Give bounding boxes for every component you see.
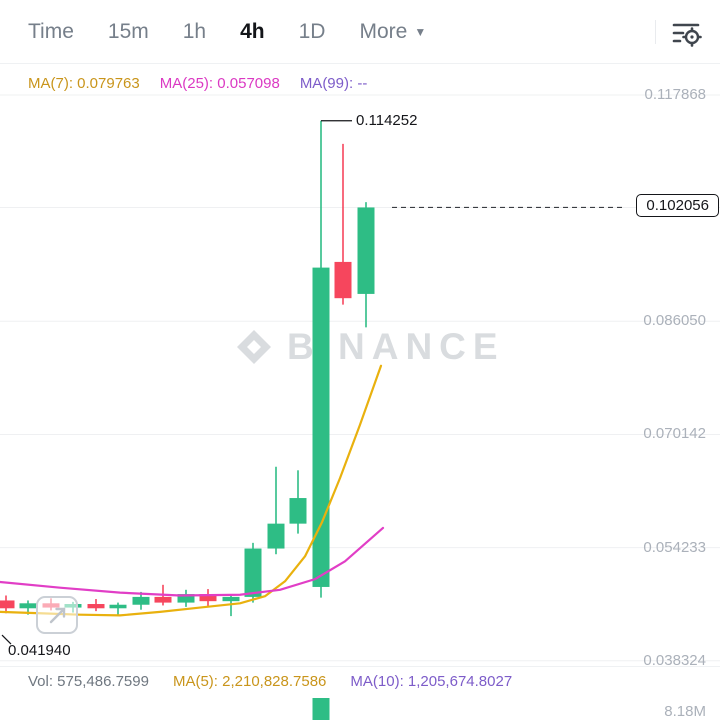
price-axis-label: 0.070142 bbox=[643, 425, 706, 443]
chevron-down-icon: ▼ bbox=[414, 24, 427, 39]
tab-1h[interactable]: 1h bbox=[182, 19, 207, 43]
tab-1d[interactable]: 1D bbox=[298, 19, 326, 43]
tab-4h[interactable]: 4h bbox=[240, 19, 265, 43]
binance-watermark: BINANCE bbox=[234, 326, 505, 368]
volume-ma5-value: MA(5): 2,210,828.7586 bbox=[172, 673, 327, 690]
last-price-label: 0.102056 bbox=[636, 194, 719, 218]
more-dropdown[interactable]: More ▼ bbox=[359, 20, 426, 44]
volume-axis-label: 8.18M bbox=[664, 703, 706, 720]
volume-indicator-row: Vol: 575,486.7599 MA(5): 2,210,828.7586 … bbox=[28, 673, 512, 690]
binance-logo-icon bbox=[234, 327, 274, 367]
ma7-value: MA(7): 0.079763 bbox=[28, 75, 140, 92]
ma25-value: MA(25): 0.057098 bbox=[159, 75, 280, 92]
timeframe-tabs: Time 15m 1h 4h 1D More ▼ bbox=[0, 20, 426, 44]
volume-value: Vol: 575,486.7599 bbox=[28, 673, 149, 690]
price-scale-adjust-button[interactable] bbox=[36, 596, 78, 634]
price-axis-label: 0.086050 bbox=[643, 312, 706, 330]
ma99-value: MA(99): -- bbox=[299, 75, 368, 92]
ma-indicator-row: MA(7): 0.079763 MA(25): 0.057098 MA(99):… bbox=[28, 75, 367, 92]
toolbar-divider bbox=[655, 19, 656, 44]
more-label: More bbox=[359, 19, 408, 43]
indicator-settings-icon[interactable] bbox=[668, 14, 704, 50]
volume-ma10-value: MA(10): 1,205,674.8027 bbox=[350, 673, 513, 690]
watermark-text: BINANCE bbox=[287, 326, 505, 367]
tab-time[interactable]: Time bbox=[28, 19, 74, 43]
tab-15m[interactable]: 15m bbox=[107, 19, 149, 43]
price-axis-label: 0.117868 bbox=[644, 86, 706, 103]
high-price-annotation: 0.114252 bbox=[356, 111, 418, 129]
pane-divider bbox=[0, 666, 720, 667]
low-price-annotation: 0.041940 bbox=[8, 642, 71, 660]
price-axis-label: 0.054233 bbox=[643, 538, 706, 556]
toolbar-right bbox=[655, 14, 720, 50]
timeframe-toolbar: Time 15m 1h 4h 1D More ▼ bbox=[0, 0, 720, 64]
